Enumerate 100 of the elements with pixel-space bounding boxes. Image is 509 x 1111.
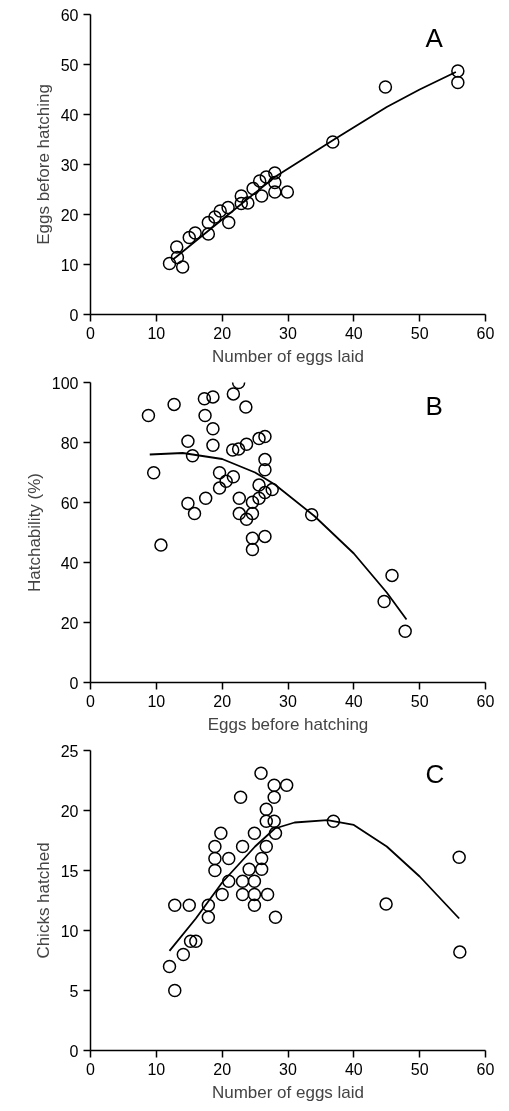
point — [377, 594, 391, 609]
point — [254, 189, 269, 203]
point — [245, 506, 260, 521]
y-tick-label: 0 — [69, 674, 79, 692]
x-tick-label: 0 — [86, 324, 96, 342]
point — [215, 887, 229, 902]
point — [162, 959, 177, 974]
point — [245, 495, 260, 509]
point — [201, 910, 216, 925]
point — [239, 512, 254, 527]
x-tick-label: 60 — [476, 1060, 495, 1078]
point — [452, 850, 466, 865]
point — [168, 898, 182, 913]
x-tick-label: 20 — [213, 1060, 232, 1078]
point — [162, 256, 177, 271]
point — [198, 491, 213, 506]
point — [252, 478, 266, 492]
x-tick-label: 50 — [410, 692, 429, 710]
point — [167, 397, 181, 412]
x-tick-label: 20 — [213, 692, 232, 710]
y-tick-label: 5 — [69, 982, 79, 1000]
point — [453, 945, 467, 959]
y-tick-label: 20 — [60, 614, 79, 632]
x-tick-label: 0 — [86, 692, 96, 710]
point — [222, 874, 236, 889]
point — [451, 75, 465, 90]
point — [234, 196, 249, 211]
x-tick-label: 60 — [476, 324, 495, 342]
point — [181, 496, 195, 511]
x-tick-label: 40 — [344, 692, 363, 710]
x-tick-label: 40 — [344, 324, 363, 342]
point — [245, 542, 260, 557]
annotation: B — [425, 390, 443, 421]
point — [239, 437, 254, 452]
point — [259, 170, 274, 184]
annotation: C — [425, 758, 445, 789]
x-tick-label: 40 — [344, 1060, 363, 1078]
annotation: A — [425, 22, 444, 53]
point — [385, 568, 399, 583]
x-axis-title: Eggs before hatching — [207, 714, 369, 734]
point — [201, 227, 216, 241]
y-tick-label: 60 — [60, 494, 79, 512]
x-tick-label: 50 — [410, 324, 429, 342]
point — [379, 897, 393, 911]
point — [265, 482, 279, 497]
x-tick-label: 10 — [147, 692, 166, 710]
y-tick-label: 25 — [60, 742, 79, 760]
point — [258, 429, 272, 444]
line-series — [168, 819, 461, 952]
point — [241, 196, 255, 210]
point — [168, 983, 182, 998]
point — [247, 874, 262, 889]
point — [242, 862, 256, 877]
point — [183, 934, 198, 949]
x-tick-label: 20 — [213, 324, 232, 342]
y-axis-title: Chicks hatched — [33, 842, 53, 959]
point — [189, 934, 203, 949]
point — [170, 250, 185, 265]
point — [212, 481, 227, 495]
point — [214, 826, 228, 841]
point — [326, 135, 340, 149]
point — [280, 185, 295, 199]
point — [254, 862, 269, 877]
point — [235, 839, 250, 854]
x-axis-title: Number of eggs laid — [211, 1082, 365, 1102]
point — [182, 898, 196, 913]
point — [260, 887, 275, 902]
point — [267, 814, 281, 829]
point — [259, 802, 274, 817]
point — [182, 230, 196, 245]
point — [268, 826, 283, 841]
point — [176, 947, 191, 962]
y-tick-label: 10 — [60, 256, 79, 274]
point — [254, 851, 269, 866]
y-tick-label: 10 — [60, 922, 79, 940]
point — [235, 887, 250, 902]
point — [212, 466, 227, 480]
point — [268, 185, 282, 199]
point — [226, 469, 241, 484]
point — [254, 766, 268, 781]
point — [247, 826, 262, 841]
point — [279, 778, 294, 793]
point — [252, 431, 266, 446]
point — [198, 408, 212, 423]
point — [226, 387, 241, 401]
point — [246, 181, 260, 196]
point — [208, 851, 222, 866]
point — [233, 790, 248, 805]
y-tick-label: 15 — [60, 862, 79, 880]
point — [185, 448, 200, 463]
point — [267, 790, 281, 805]
point — [378, 80, 393, 94]
y-tick-label: 60 — [60, 6, 79, 24]
y-tick-label: 80 — [60, 434, 79, 452]
point — [169, 240, 184, 254]
point — [208, 839, 222, 854]
point — [146, 466, 161, 480]
point — [225, 443, 240, 457]
point — [268, 910, 283, 925]
point — [252, 491, 266, 506]
